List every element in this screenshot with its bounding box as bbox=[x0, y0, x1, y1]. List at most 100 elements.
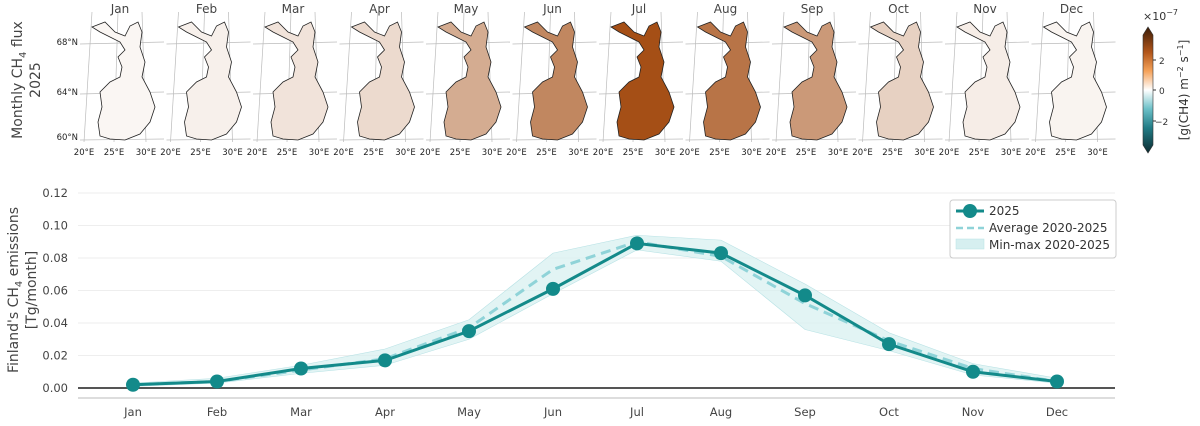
colorbar-tick: 0 bbox=[1159, 87, 1165, 97]
map-title: Apr bbox=[369, 2, 390, 16]
map-title: Feb bbox=[196, 2, 217, 16]
finland-outline bbox=[177, 21, 242, 141]
map-panel-jul: Jul 20°E 25°E 30°E bbox=[593, 2, 684, 158]
maps-ylabel: Monthly CH4 flux bbox=[10, 21, 29, 139]
latitude-tick: 60°N bbox=[57, 133, 78, 143]
map-title: Jul bbox=[631, 2, 646, 16]
longitude-tick: 25°E bbox=[536, 148, 556, 158]
legend-label: Average 2020-2025 bbox=[989, 221, 1108, 235]
y-tick-label: 0.06 bbox=[42, 284, 68, 298]
map-title: Aug bbox=[714, 2, 737, 16]
finland-outline bbox=[350, 21, 415, 141]
x-tick-label: Jan bbox=[123, 405, 142, 419]
maps-ylabel-year: 2025 bbox=[28, 62, 44, 98]
point-2025-jan bbox=[126, 377, 140, 392]
average-line bbox=[132, 240, 1058, 387]
longitude-tick: 20°E bbox=[1025, 148, 1045, 158]
longitude-tick: 20°E bbox=[939, 148, 959, 158]
colorbar: ×10−7 2 0 −2 [g(CH4) m−2 s−1] bbox=[1142, 8, 1191, 154]
longitude-gridline bbox=[343, 11, 352, 143]
latitude-tick: 64°N bbox=[57, 88, 78, 98]
point-2025-jul bbox=[630, 236, 644, 251]
point-2025-jun bbox=[546, 281, 560, 296]
longitude-tick: 25°E bbox=[363, 148, 383, 158]
finland-outline bbox=[610, 21, 675, 141]
legend: 2025 Average 2020-2025 Min-max 2020-2025 bbox=[949, 199, 1117, 259]
y-tick-label: 0.04 bbox=[42, 316, 68, 330]
longitude-tick: 30°E bbox=[309, 148, 329, 158]
map-title: Jun bbox=[542, 2, 562, 16]
point-2025-mar bbox=[294, 361, 308, 376]
legend-marker-2025 bbox=[963, 204, 977, 218]
longitude-gridline bbox=[775, 11, 785, 143]
map-panel-feb: Feb 20°E 25°E 30°E bbox=[160, 2, 251, 158]
longitude-tick: 20°E bbox=[766, 148, 786, 158]
line-2025 bbox=[132, 241, 1058, 387]
point-2025-nov bbox=[966, 364, 980, 379]
longitude-tick: 30°E bbox=[482, 148, 502, 158]
longitude-tick: 20°E bbox=[593, 148, 613, 158]
finland-outline bbox=[437, 21, 502, 141]
point-2025-apr bbox=[378, 353, 392, 368]
longitude-gridline bbox=[1035, 11, 1044, 143]
longitude-gridline bbox=[602, 11, 612, 143]
finland-outline bbox=[264, 21, 329, 141]
longitude-tick: 30°E bbox=[828, 148, 848, 158]
finland-outline bbox=[869, 21, 934, 141]
longitude-tick: 20°E bbox=[333, 148, 353, 158]
map-title: Oct bbox=[888, 2, 909, 16]
longitude-tick: 30°E bbox=[222, 148, 242, 158]
finland-outline bbox=[956, 21, 1021, 141]
x-tick-label: Mar bbox=[290, 405, 312, 419]
chart-ylabel-units: [Tg/month] bbox=[24, 251, 40, 330]
longitude-gridline bbox=[862, 11, 871, 143]
longitude-tick: 25°E bbox=[190, 148, 210, 158]
colorbar-tick: −2 bbox=[1155, 118, 1168, 128]
map-title: Mar bbox=[282, 2, 305, 16]
map-title: Sep bbox=[801, 2, 824, 16]
longitude-tick: 30°E bbox=[395, 148, 415, 158]
legend-box bbox=[949, 199, 1117, 259]
finland-outline bbox=[523, 21, 588, 141]
finland-outline bbox=[1042, 21, 1107, 141]
map-panel-aug: Aug 20°E 25°E 30°E bbox=[679, 2, 770, 158]
longitude-tick: 20°E bbox=[852, 148, 872, 158]
longitude-tick: 30°E bbox=[568, 148, 588, 158]
point-2025-feb bbox=[210, 374, 224, 389]
longitude-tick: 25°E bbox=[796, 148, 816, 158]
map-panel-may: May 20°E 25°E 30°E bbox=[420, 2, 511, 158]
longitude-tick: 20°E bbox=[506, 148, 526, 158]
longitude-gridline bbox=[83, 11, 93, 143]
y-tick-label: 0.10 bbox=[42, 219, 68, 233]
longitude-gridline bbox=[516, 11, 525, 143]
map-panel-dec: Dec 20°E 25°E 30°E bbox=[1025, 2, 1116, 158]
map-panel-nov: Nov 20°E 25°E 30°E bbox=[939, 2, 1030, 158]
colorbar-bar bbox=[1142, 26, 1154, 154]
map-title: Jan bbox=[110, 2, 130, 16]
map-panel-jan: Jan 20°E 25°E 30°E bbox=[74, 2, 165, 158]
emissions-chart: 0.00 0.02 0.04 0.06 0.08 0.10 0.12 Jan Feb Mar Apr… bbox=[42, 186, 1115, 419]
latitude-tick: 68°N bbox=[57, 38, 78, 48]
chart-ylabel: Finland's CH4 emissions bbox=[6, 207, 25, 373]
longitude-tick: 30°E bbox=[741, 148, 761, 158]
point-2025-dec bbox=[1050, 374, 1064, 389]
map-panel-oct: Oct 20°E 25°E 30°E bbox=[852, 2, 943, 158]
longitude-tick: 25°E bbox=[882, 148, 902, 158]
longitude-tick: 20°E bbox=[420, 148, 440, 158]
longitude-tick: 25°E bbox=[623, 148, 643, 158]
longitude-tick: 30°E bbox=[136, 148, 156, 158]
y-tick-label: 0.00 bbox=[42, 381, 68, 395]
longitude-gridline bbox=[429, 11, 439, 143]
colorbar-tick: 2 bbox=[1159, 57, 1165, 67]
x-tick-label: May bbox=[457, 405, 481, 419]
point-2025-aug bbox=[714, 246, 728, 261]
map-title: Dec bbox=[1060, 2, 1083, 16]
legend-label: 2025 bbox=[989, 204, 1020, 218]
finland-outline bbox=[91, 21, 156, 141]
longitude-tick: 25°E bbox=[104, 148, 124, 158]
longitude-tick: 25°E bbox=[1055, 148, 1075, 158]
map-panel-sep: Sep 20°E 25°E 30°E bbox=[766, 2, 857, 158]
x-tick-label: Apr bbox=[375, 405, 395, 419]
